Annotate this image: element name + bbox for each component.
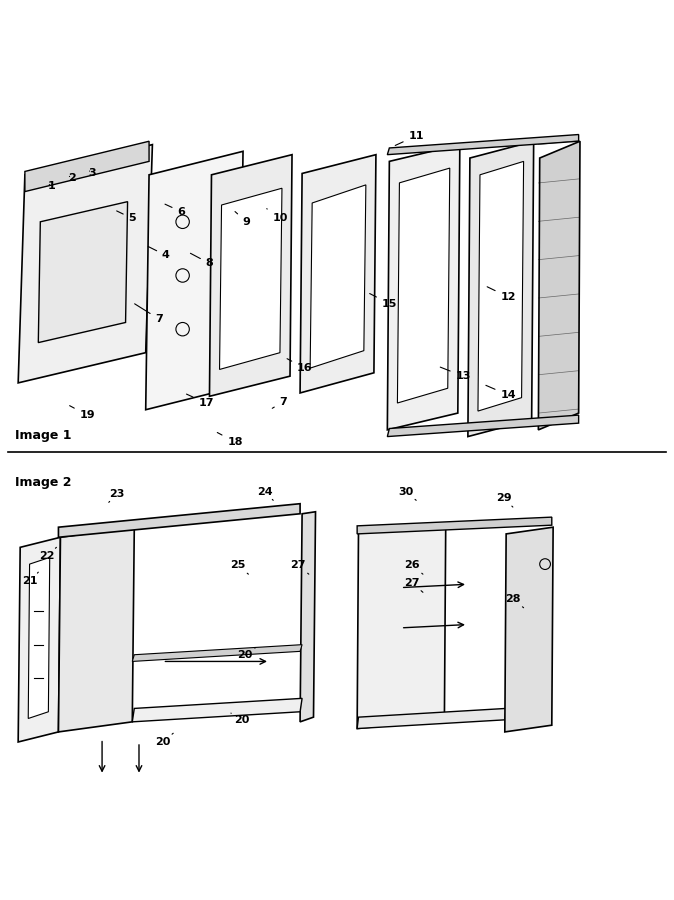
Text: 1: 1 xyxy=(48,181,56,191)
Polygon shape xyxy=(146,151,243,410)
Text: 13: 13 xyxy=(440,367,471,382)
Polygon shape xyxy=(310,184,366,368)
Polygon shape xyxy=(25,141,149,192)
Text: 17: 17 xyxy=(187,394,214,408)
Text: 27: 27 xyxy=(290,561,309,574)
Text: 10: 10 xyxy=(267,209,288,223)
Text: 7: 7 xyxy=(272,397,287,409)
Polygon shape xyxy=(132,698,302,722)
Polygon shape xyxy=(28,557,50,718)
Text: 28: 28 xyxy=(505,594,524,608)
Text: 26: 26 xyxy=(404,561,423,574)
Polygon shape xyxy=(18,537,61,742)
Text: 8: 8 xyxy=(191,253,214,268)
Text: 20: 20 xyxy=(155,734,173,747)
Polygon shape xyxy=(300,512,315,722)
Text: 2: 2 xyxy=(68,173,75,184)
Polygon shape xyxy=(357,518,552,534)
Polygon shape xyxy=(388,145,460,430)
Text: 19: 19 xyxy=(69,406,95,420)
Text: Image 2: Image 2 xyxy=(15,475,71,489)
Text: 15: 15 xyxy=(369,293,397,309)
Text: 16: 16 xyxy=(287,359,313,374)
Text: 22: 22 xyxy=(39,547,57,561)
Text: 29: 29 xyxy=(495,493,513,507)
Polygon shape xyxy=(210,155,292,396)
Polygon shape xyxy=(357,708,506,729)
Polygon shape xyxy=(132,644,302,662)
Polygon shape xyxy=(300,155,376,393)
Polygon shape xyxy=(478,161,524,411)
Text: 18: 18 xyxy=(217,433,243,447)
Polygon shape xyxy=(398,168,450,403)
Text: 4: 4 xyxy=(148,247,170,260)
Text: 7: 7 xyxy=(135,304,163,324)
Polygon shape xyxy=(388,415,579,436)
Polygon shape xyxy=(539,141,580,430)
Text: 9: 9 xyxy=(235,212,250,227)
Polygon shape xyxy=(38,202,127,343)
Text: 14: 14 xyxy=(486,385,516,400)
Text: 5: 5 xyxy=(117,211,136,223)
Text: 25: 25 xyxy=(230,561,249,574)
Text: Image 1: Image 1 xyxy=(15,429,71,442)
Polygon shape xyxy=(388,134,579,155)
Polygon shape xyxy=(220,188,282,370)
Text: 20: 20 xyxy=(231,713,249,725)
Text: 23: 23 xyxy=(109,489,125,502)
Text: 11: 11 xyxy=(395,130,424,146)
Text: 3: 3 xyxy=(88,167,96,178)
Polygon shape xyxy=(59,527,134,732)
Text: 6: 6 xyxy=(165,204,185,217)
Text: 30: 30 xyxy=(398,487,417,500)
Polygon shape xyxy=(59,504,300,537)
Text: 12: 12 xyxy=(487,287,516,302)
Polygon shape xyxy=(18,145,152,382)
Polygon shape xyxy=(505,527,553,732)
Polygon shape xyxy=(357,524,446,729)
Text: 21: 21 xyxy=(22,572,38,586)
Text: 24: 24 xyxy=(257,487,273,500)
Text: 27: 27 xyxy=(404,578,423,592)
Text: 20: 20 xyxy=(237,648,255,660)
Polygon shape xyxy=(468,141,534,436)
